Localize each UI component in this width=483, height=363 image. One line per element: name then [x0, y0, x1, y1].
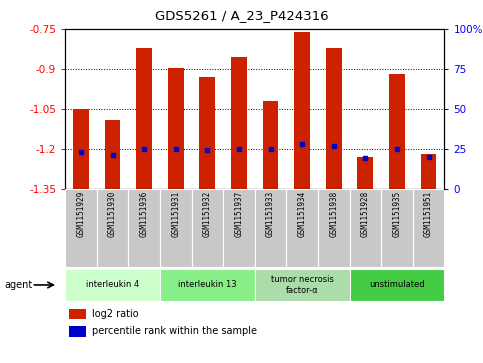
Bar [413, 189, 444, 267]
Text: GSM1151933: GSM1151933 [266, 191, 275, 237]
Text: agent: agent [5, 280, 33, 290]
Bar [381, 189, 413, 267]
Text: GSM1151930: GSM1151930 [108, 191, 117, 237]
Text: GSM1151936: GSM1151936 [140, 191, 149, 237]
Bar [357, 157, 373, 189]
Text: GSM1151928: GSM1151928 [361, 191, 370, 237]
Bar [350, 189, 381, 267]
Bar [223, 189, 255, 267]
Text: unstimulated: unstimulated [369, 281, 425, 289]
Bar [389, 74, 405, 189]
Bar [326, 48, 341, 189]
Bar [128, 189, 160, 267]
Text: tumor necrosis
factor-α: tumor necrosis factor-α [271, 275, 334, 295]
Bar [192, 189, 223, 267]
Bar [160, 189, 192, 267]
Bar [69, 326, 86, 337]
Text: interleukin 13: interleukin 13 [178, 281, 237, 289]
Text: GSM1151932: GSM1151932 [203, 191, 212, 237]
Text: GSM1151934: GSM1151934 [298, 191, 307, 237]
Bar [421, 154, 437, 189]
Text: GSM1151931: GSM1151931 [171, 191, 180, 237]
Bar [136, 48, 152, 189]
Bar [199, 77, 215, 189]
Text: GSM1151929: GSM1151929 [76, 191, 85, 237]
Bar [231, 57, 247, 189]
Bar [65, 269, 160, 301]
Bar [294, 32, 310, 189]
Bar [105, 119, 120, 189]
Bar [318, 189, 350, 267]
Text: GDS5261 / A_23_P424316: GDS5261 / A_23_P424316 [155, 9, 328, 22]
Bar [286, 189, 318, 267]
Bar [160, 269, 255, 301]
Text: GSM1151935: GSM1151935 [393, 191, 401, 237]
Text: percentile rank within the sample: percentile rank within the sample [92, 326, 257, 336]
Bar [350, 269, 444, 301]
Bar [97, 189, 128, 267]
Text: log2 ratio: log2 ratio [92, 309, 138, 319]
Bar [255, 269, 350, 301]
Text: GSM1151937: GSM1151937 [234, 191, 243, 237]
Bar [255, 189, 286, 267]
Bar [263, 101, 279, 189]
Bar [69, 309, 86, 319]
Bar [65, 189, 97, 267]
Bar [168, 68, 184, 189]
Text: GSM1151951: GSM1151951 [424, 191, 433, 237]
Text: interleukin 4: interleukin 4 [86, 281, 139, 289]
Text: GSM1151938: GSM1151938 [329, 191, 338, 237]
Bar [73, 109, 89, 189]
